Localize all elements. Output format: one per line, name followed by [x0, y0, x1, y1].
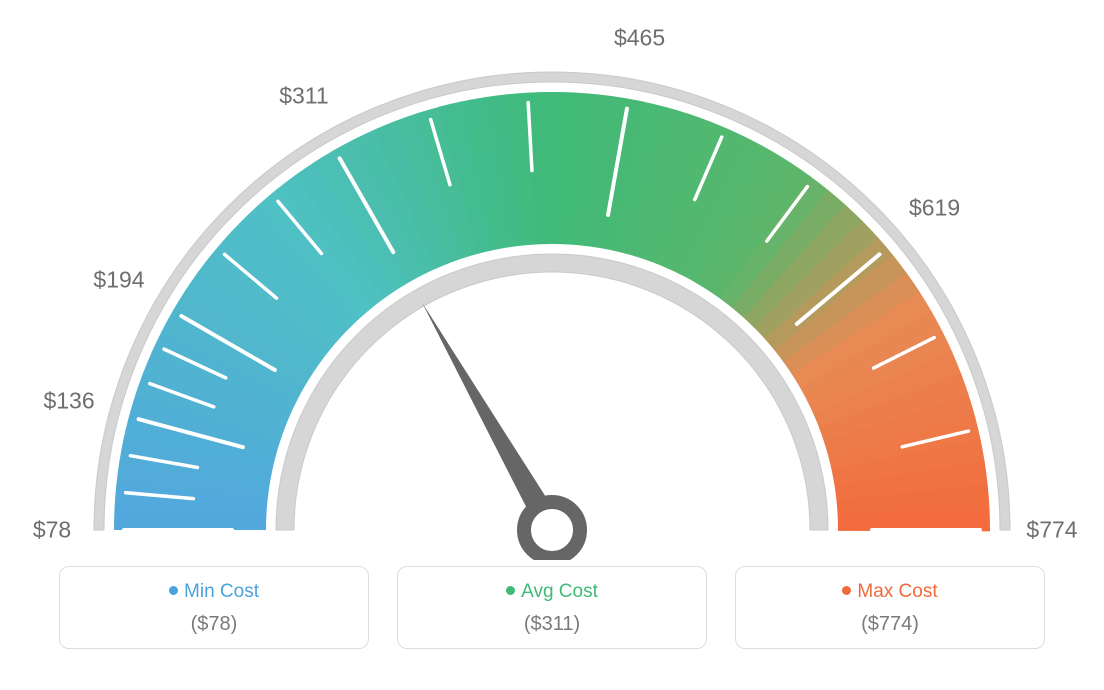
- legend-value-max: ($774): [736, 613, 1044, 636]
- dot-icon: [169, 586, 178, 595]
- legend-value-min: ($78): [60, 613, 368, 636]
- dot-icon: [842, 586, 851, 595]
- legend-title-text: Avg Cost: [521, 581, 598, 602]
- gauge-tick-label: $194: [93, 267, 144, 294]
- legend-title-max: Max Cost: [736, 581, 1044, 603]
- gauge-tick-label: $311: [279, 82, 328, 109]
- gauge-svg: [0, 0, 1104, 560]
- gauge-tick-label: $78: [33, 517, 71, 544]
- legend-card-avg: Avg Cost ($311): [397, 566, 707, 649]
- legend-title-avg: Avg Cost: [398, 581, 706, 603]
- legend-title-text: Max Cost: [857, 581, 937, 602]
- gauge-tick-label: $136: [43, 387, 94, 414]
- legend-value-avg: ($311): [398, 613, 706, 636]
- gauge-needle-hub: [524, 502, 580, 558]
- legend-title-text: Min Cost: [184, 581, 259, 602]
- legend-card-max: Max Cost ($774): [735, 566, 1045, 649]
- gauge-needle: [422, 303, 545, 507]
- gauge-tick-label: $465: [614, 24, 665, 51]
- legend-title-min: Min Cost: [60, 581, 368, 603]
- dot-icon: [506, 586, 515, 595]
- cost-gauge: $78 $136 $194 $311 $465 $619 $774: [0, 0, 1104, 560]
- gauge-tick-label: $774: [1026, 517, 1077, 544]
- legend-card-min: Min Cost ($78): [59, 566, 369, 649]
- gauge-tick-label: $619: [909, 195, 960, 222]
- legend-row: Min Cost ($78) Avg Cost ($311) Max Cost …: [0, 566, 1104, 649]
